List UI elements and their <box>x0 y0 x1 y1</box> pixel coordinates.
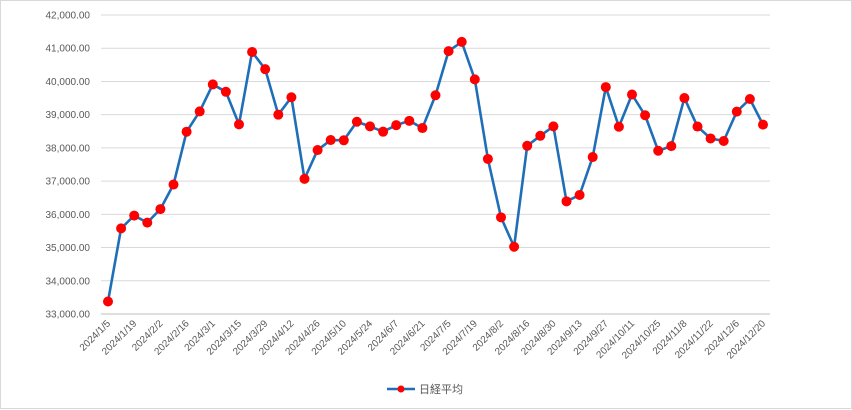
data-point <box>679 93 690 104</box>
y-tick-label: 38,000.00 <box>46 143 91 154</box>
data-point <box>482 153 493 164</box>
x-axis-tick-labels: 2024/1/52024/1/192024/2/22024/2/162024/3… <box>78 318 769 361</box>
y-tick-label: 39,000.00 <box>46 110 91 121</box>
data-point <box>155 204 166 215</box>
data-point <box>260 64 271 75</box>
data-point <box>116 223 127 234</box>
data-point <box>168 179 179 190</box>
data-point <box>718 135 729 146</box>
data-point <box>220 86 231 97</box>
legend: 日経平均 <box>387 383 463 396</box>
data-point <box>548 121 559 132</box>
data-point <box>469 74 480 85</box>
data-point <box>312 145 323 156</box>
gridlines <box>101 14 770 315</box>
y-tick-label: 40,000.00 <box>46 77 91 88</box>
data-point <box>129 210 140 221</box>
data-point <box>705 133 716 144</box>
data-point <box>194 106 205 117</box>
data-point <box>234 119 244 130</box>
data-point <box>561 196 572 207</box>
y-axis-tick-labels: 33,000.00 34,000.00 35,000.00 36,000.00 37,0… <box>46 11 91 321</box>
y-tick-label: 42,000.00 <box>46 11 91 22</box>
data-point <box>338 135 349 146</box>
data-point <box>325 135 336 146</box>
data-point <box>207 79 218 90</box>
data-point <box>666 141 677 152</box>
y-tick-label: 33,000.00 <box>46 310 91 321</box>
data-point <box>692 121 703 132</box>
y-tick-label: 36,000.00 <box>46 210 91 221</box>
data-point <box>744 94 755 105</box>
data-point <box>430 90 441 101</box>
data-point <box>522 140 533 151</box>
y-tick-label: 41,000.00 <box>46 44 91 55</box>
y-tick-label: 37,000.00 <box>46 177 91 188</box>
data-point <box>509 241 520 252</box>
series-line <box>106 40 765 302</box>
legend-marker-swatch <box>397 385 405 393</box>
data-point <box>378 126 389 137</box>
data-point <box>391 120 402 131</box>
data-point <box>587 152 598 163</box>
data-point <box>273 109 284 120</box>
data-point <box>653 145 664 156</box>
data-point <box>640 110 651 121</box>
data-point <box>613 121 624 132</box>
legend-label: 日経平均 <box>419 383 463 396</box>
y-tick-label: 34,000.00 <box>46 276 91 287</box>
data-point <box>627 89 637 100</box>
data-point <box>103 296 113 307</box>
data-point <box>247 46 258 57</box>
data-point <box>574 189 585 200</box>
series-layer <box>103 36 768 307</box>
data-point <box>181 126 192 137</box>
data-point <box>731 106 742 117</box>
data-point <box>299 173 310 184</box>
data-point <box>758 119 768 130</box>
data-point <box>142 217 153 228</box>
data-point <box>535 130 546 141</box>
data-point <box>496 212 506 223</box>
data-point <box>456 36 467 47</box>
data-point <box>351 116 362 127</box>
data-point <box>443 46 454 57</box>
data-point <box>365 121 375 132</box>
data-point <box>286 92 297 103</box>
y-tick-label: 35,000.00 <box>46 243 91 254</box>
data-point <box>600 82 611 93</box>
data-point <box>417 123 428 134</box>
data-point <box>404 115 415 126</box>
